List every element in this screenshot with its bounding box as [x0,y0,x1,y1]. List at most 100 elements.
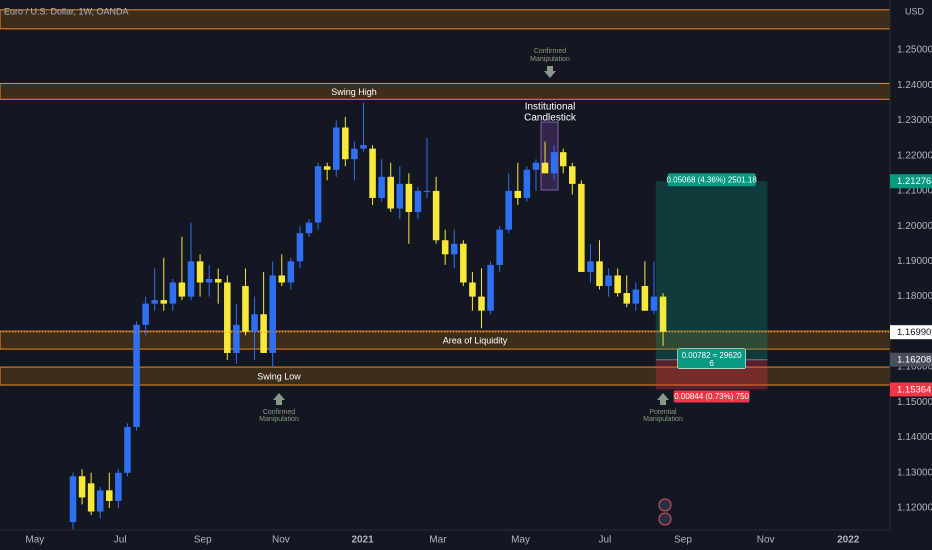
candle-body [632,289,640,304]
y-tick-label: 1.18000 [897,291,932,302]
candle-body [523,169,531,198]
x-tick-label: Sep [674,535,692,546]
candle-body [614,275,621,294]
x-tick-label: Nov [757,535,775,546]
candle-body [478,296,485,311]
y-tick-label: 1.19000 [897,256,932,267]
candle-body [596,261,603,287]
zone [0,82,891,100]
candle-body [623,293,631,304]
y-tick-label: 1.25000 [897,45,932,56]
candle-body [278,275,286,283]
candles [69,102,667,530]
candle-body [514,190,522,198]
candle-body [541,162,549,174]
candle-body [178,282,186,297]
annotation: Manipulation [643,416,683,423]
target-label: 0.05068 (4.36%) 2501.18 [666,175,757,184]
candle-body [251,314,258,332]
x-tick-label: 2021 [351,535,374,546]
y-tick-label: 1.24000 [897,80,932,91]
candle-body [69,476,77,523]
candle-body [369,148,376,198]
candle-body [450,243,458,255]
y-tick-label: 1.12000 [897,503,932,514]
annotation: Potential [649,409,677,416]
price-tag-label: 1.16208 [897,355,931,366]
y-tick-label: 1.14000 [897,432,932,443]
candle-body [115,472,122,501]
candle-body [96,490,104,512]
candle-body [305,222,313,234]
price-tag-label: 1.15364 [897,384,931,395]
axes: 1.120001.130001.140001.150001.160001.170… [0,45,932,546]
y-tick-label: 1.13000 [897,467,932,478]
x-tick-label: Jul [599,535,612,546]
candle-body [160,300,168,304]
candle-body [360,145,367,149]
zone-label: Swing High [331,87,377,97]
candle-body [432,190,440,241]
candle-body [423,190,431,192]
candle-body [405,183,413,213]
stop-label: 0.00844 (0.73%) 750 [674,392,749,401]
candle-body [169,282,177,304]
zones: Swing High Area of Liquidity Swing Low [0,9,891,386]
candle-body [559,152,567,167]
y-tick-label: 1.22000 [897,150,932,161]
candle-body [578,183,585,272]
candle-body [287,261,295,283]
arrow-down [544,66,556,78]
candle-body [332,127,340,170]
event-icon[interactable] [658,498,672,512]
candle-body [641,286,649,311]
y-tick-label: 1.15000 [897,397,932,408]
y-tick-label: 1.21000 [897,186,932,197]
arrow-up [657,393,669,405]
x-tick-label: May [25,535,44,546]
candle-body [342,127,349,160]
candle-body [106,490,113,501]
candle-body [269,275,276,353]
candle-body [142,303,149,325]
candle-body [214,278,222,283]
price-tag [890,325,932,340]
candle-body [260,314,267,353]
candle-body [124,426,131,473]
annotations: Euro / U.S. Dollar, 1W, OANDA Confirmed … [4,6,683,526]
x-tick-label: Sep [194,535,212,546]
candle-body [151,300,158,304]
annotation: Confirmed [263,409,295,416]
label-box [677,348,746,370]
chart-title: Euro / U.S. Dollar, 1W, OANDA [4,6,129,16]
price-tag [890,174,932,189]
candle-body [205,278,213,283]
label-box [667,173,756,187]
x-tick-label: 2022 [837,535,860,546]
candle-body [78,476,86,498]
candle-body [605,275,612,287]
candle-body [496,229,503,265]
target-zone [655,181,768,360]
currency: USD [905,6,925,16]
price-tag [890,352,932,367]
event-icon[interactable] [658,512,672,526]
y-tick-label: 1.23000 [897,115,932,126]
candle-body [378,176,385,198]
label-box [673,390,750,403]
x-tick-label: Nov [272,535,290,546]
candle-body [414,190,422,213]
candle-body [323,166,331,170]
candle-body [569,166,576,184]
candle-body [133,324,140,427]
candle-body [659,296,667,332]
price-tag [890,382,932,397]
annotation: Manipulation [530,56,570,63]
x-tick-label: May [511,535,530,546]
candle-body [296,233,304,262]
y-tick-label: 1.20000 [897,221,932,232]
candle-body [396,183,404,209]
candle-body [196,261,204,283]
